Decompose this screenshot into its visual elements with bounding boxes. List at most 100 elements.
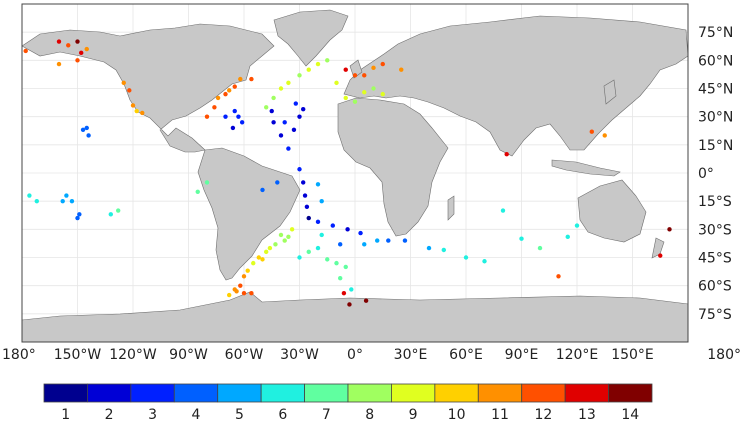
data-point [232, 84, 237, 89]
data-point [84, 125, 89, 131]
data-point [380, 61, 385, 67]
data-point [352, 99, 358, 104]
data-point [343, 95, 348, 101]
colorbar-swatch [391, 383, 436, 403]
data-point [441, 247, 446, 253]
data-point [362, 242, 367, 247]
colorbar-swatch [304, 383, 349, 403]
colorbar-swatch [173, 383, 219, 403]
data-point [116, 208, 121, 213]
data-point [230, 125, 236, 131]
data-point [375, 238, 380, 243]
data-point [69, 198, 75, 204]
latitude-label: 60°S [698, 279, 732, 295]
data-point [293, 101, 298, 106]
data-point [260, 257, 265, 262]
data-point [232, 108, 237, 114]
data-point [482, 259, 487, 264]
data-point [134, 108, 139, 114]
data-point [264, 249, 269, 255]
colorbar-swatch [564, 383, 609, 403]
data-point [238, 76, 243, 82]
australia-landmass [577, 179, 647, 243]
data-point [291, 127, 297, 133]
madagascar-landmass [447, 195, 455, 221]
colorbar-label: 10 [448, 407, 466, 423]
longitude-tick-labels: 180° 150°W 120°W 90°W 60°W 30°W 0° 30°E 60°E 90°E… [2, 347, 741, 363]
data-point [271, 95, 276, 101]
data-point [315, 245, 321, 251]
data-point [362, 73, 367, 78]
longitude-label: 120°E [556, 347, 599, 363]
data-point [602, 133, 607, 138]
data-point [338, 242, 343, 247]
data-point [273, 242, 278, 247]
colorbar-swatch [87, 383, 132, 403]
data-point [565, 234, 570, 240]
data-point [77, 212, 82, 217]
colorbar-swatch [434, 383, 479, 403]
data-point [556, 274, 561, 279]
data-point [212, 105, 217, 110]
data-point [319, 198, 324, 204]
latitude-label: 30°N [698, 110, 733, 126]
japan-landmass [603, 79, 617, 105]
colorbar-swatch [217, 383, 262, 403]
data-point [232, 287, 237, 292]
data-point [574, 223, 580, 228]
data-point [238, 283, 243, 288]
data-point [343, 67, 348, 72]
data-point [589, 129, 594, 134]
data-point [84, 46, 89, 52]
data-point [130, 103, 136, 108]
colorbar-label: 9 [409, 407, 418, 423]
data-point [304, 204, 310, 209]
longitude-label: 90°E [505, 347, 539, 363]
data-point [56, 61, 62, 67]
colorbar-label: 2 [105, 407, 114, 423]
colorbar-swatch [260, 383, 305, 403]
colorbar-label: 14 [621, 407, 639, 423]
north-america-landmass [21, 23, 275, 153]
data-point [215, 95, 221, 101]
latitude-label: 15°S [698, 194, 732, 210]
colorbar-label: 8 [365, 407, 374, 423]
longitude-label: 180° [2, 347, 36, 363]
data-point [343, 264, 348, 270]
data-point [223, 91, 228, 97]
map-panel [21, 3, 689, 343]
data-point [358, 230, 363, 236]
data-point [537, 245, 543, 251]
data-point [204, 180, 210, 185]
data-point [75, 215, 80, 221]
colorbar-swatch [43, 383, 88, 403]
data-point [315, 219, 321, 225]
data-point [251, 260, 256, 266]
data-point [245, 268, 250, 273]
data-point [227, 292, 232, 298]
data-point [278, 86, 284, 91]
longitude-label: 150°W [54, 347, 102, 363]
data-point [239, 120, 245, 125]
greenland-landmass [273, 9, 349, 67]
data-point [399, 67, 404, 72]
latitude-tick-labels: 75°N 60°N 45°N 30°N 15°N 0° 15°S 30°S 45°S 60°S 75… [698, 25, 733, 323]
data-point [306, 249, 311, 255]
data-point [301, 180, 306, 185]
longitude-label: 120°W [109, 347, 157, 363]
data-point [127, 88, 132, 93]
colorbar-label: 3 [148, 407, 157, 423]
colorbar-label: 11 [491, 407, 509, 423]
data-point [66, 43, 71, 48]
colorbar-swatch [521, 383, 566, 403]
data-point [236, 114, 241, 119]
data-point [86, 133, 91, 138]
southeast-asia-islands [551, 159, 621, 177]
longitude-label: 60°W [225, 347, 264, 363]
data-point [260, 187, 265, 193]
data-point [386, 238, 391, 243]
data-point [282, 120, 287, 125]
britain-landmass [349, 59, 363, 79]
data-point [56, 39, 62, 44]
data-point [34, 198, 39, 204]
